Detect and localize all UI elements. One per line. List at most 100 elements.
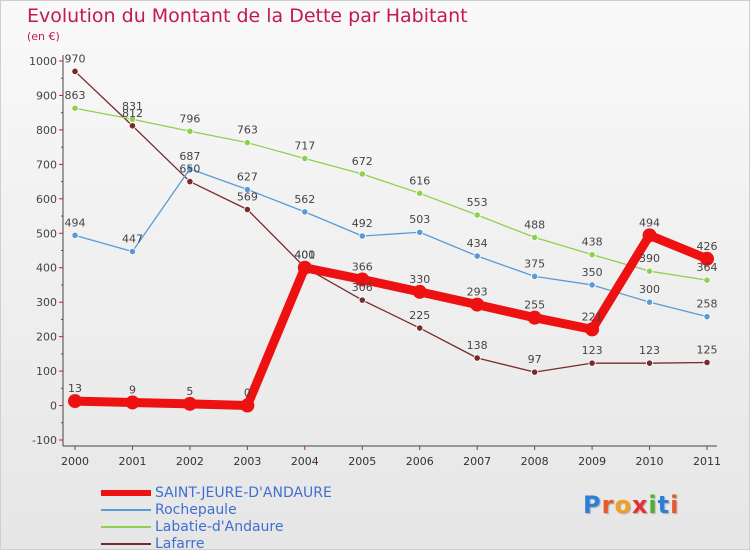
y-tick-label: 500 [36, 227, 57, 240]
y-tick-label: -100 [32, 434, 57, 447]
y-tick-label: 0 [50, 400, 57, 413]
data-point [703, 358, 711, 367]
y-tick-label: 700 [36, 158, 57, 171]
data-label: 970 [65, 52, 86, 65]
data-point [642, 228, 657, 243]
x-tick-label: 2006 [406, 455, 434, 468]
data-point [588, 281, 596, 289]
data-point [700, 251, 714, 266]
data-point [585, 322, 600, 337]
data-label: 494 [639, 216, 660, 229]
data-label: 553 [467, 196, 488, 209]
data-label: 426 [697, 240, 718, 253]
data-point [470, 297, 485, 312]
x-tick-label: 2001 [118, 455, 146, 468]
data-point [128, 247, 137, 256]
data-point [416, 324, 424, 332]
data-label: 717 [294, 140, 315, 153]
data-label: 221 [582, 310, 603, 323]
data-label: 258 [697, 298, 718, 311]
y-tick-label: 800 [36, 124, 57, 137]
data-point [473, 252, 481, 260]
proxiti-logo: Proxiti [583, 491, 680, 519]
data-point [531, 233, 539, 242]
data-label: 687 [179, 150, 200, 163]
data-label: 5 [186, 385, 193, 398]
data-point [531, 272, 539, 280]
legend-label: Rochepaule [155, 502, 237, 518]
data-label: 863 [65, 89, 86, 102]
data-point [125, 395, 140, 410]
series-line [74, 107, 708, 281]
data-point [416, 189, 424, 197]
x-tick-label: 2002 [176, 455, 204, 468]
data-point [297, 260, 312, 275]
x-tick-label: 2005 [348, 455, 376, 468]
x-tick-label: 2007 [463, 455, 491, 468]
data-label: 375 [524, 257, 545, 270]
data-label: 763 [237, 124, 258, 137]
data-point [703, 276, 711, 284]
y-tick-label: 1000 [29, 55, 57, 68]
data-label: 488 [524, 218, 545, 231]
x-tick-label: 2004 [291, 455, 319, 468]
data-label: 225 [409, 309, 430, 322]
data-point [243, 205, 251, 214]
data-point [588, 251, 596, 259]
data-point [182, 396, 197, 411]
data-point [240, 398, 255, 413]
chart-subtitle: (en €) [27, 30, 60, 43]
data-label: 438 [582, 236, 603, 249]
data-label: 255 [524, 299, 545, 312]
data-point [71, 231, 79, 239]
y-tick-label: 600 [36, 193, 57, 206]
chart-title: Evolution du Montant de la Dette par Hab… [27, 5, 468, 27]
data-point [588, 359, 596, 367]
data-point [71, 67, 79, 75]
data-label: 812 [122, 107, 143, 120]
data-point [186, 127, 194, 135]
data-point [645, 267, 654, 275]
data-point [68, 394, 82, 409]
data-label: 503 [409, 213, 430, 226]
series-line [74, 70, 708, 373]
data-point [243, 185, 251, 194]
data-label: 350 [582, 266, 603, 279]
data-label: 125 [697, 343, 718, 356]
data-point [301, 154, 309, 163]
data-point [358, 170, 366, 178]
data-point [128, 122, 137, 130]
data-label: 0 [244, 387, 251, 400]
data-label: 492 [352, 217, 373, 230]
x-tick-label: 2010 [636, 455, 664, 468]
legend-swatch [101, 490, 151, 496]
legend-swatch [101, 526, 151, 528]
data-label: 364 [697, 261, 718, 274]
data-label: 831 [122, 100, 143, 113]
data-point [128, 115, 137, 123]
data-label: 494 [65, 216, 86, 229]
data-point [355, 272, 370, 287]
legend-swatch [101, 509, 151, 511]
data-point [473, 354, 481, 362]
data-point [416, 228, 424, 236]
legend-swatch [101, 543, 151, 545]
data-point [527, 310, 542, 325]
data-point [645, 359, 654, 367]
data-point [412, 284, 427, 299]
data-label: 434 [467, 237, 488, 250]
legend-label: Lafarre [155, 536, 205, 550]
data-label: 796 [179, 112, 200, 125]
data-label: 562 [294, 193, 315, 206]
data-point [645, 298, 654, 306]
data-point [186, 177, 194, 186]
data-label: 97 [528, 353, 542, 366]
data-label: 366 [352, 260, 373, 273]
data-label: 400 [294, 249, 315, 262]
data-label: 300 [639, 283, 660, 296]
data-point [358, 296, 366, 304]
data-point [531, 368, 539, 376]
x-tick-label: 2009 [578, 455, 606, 468]
